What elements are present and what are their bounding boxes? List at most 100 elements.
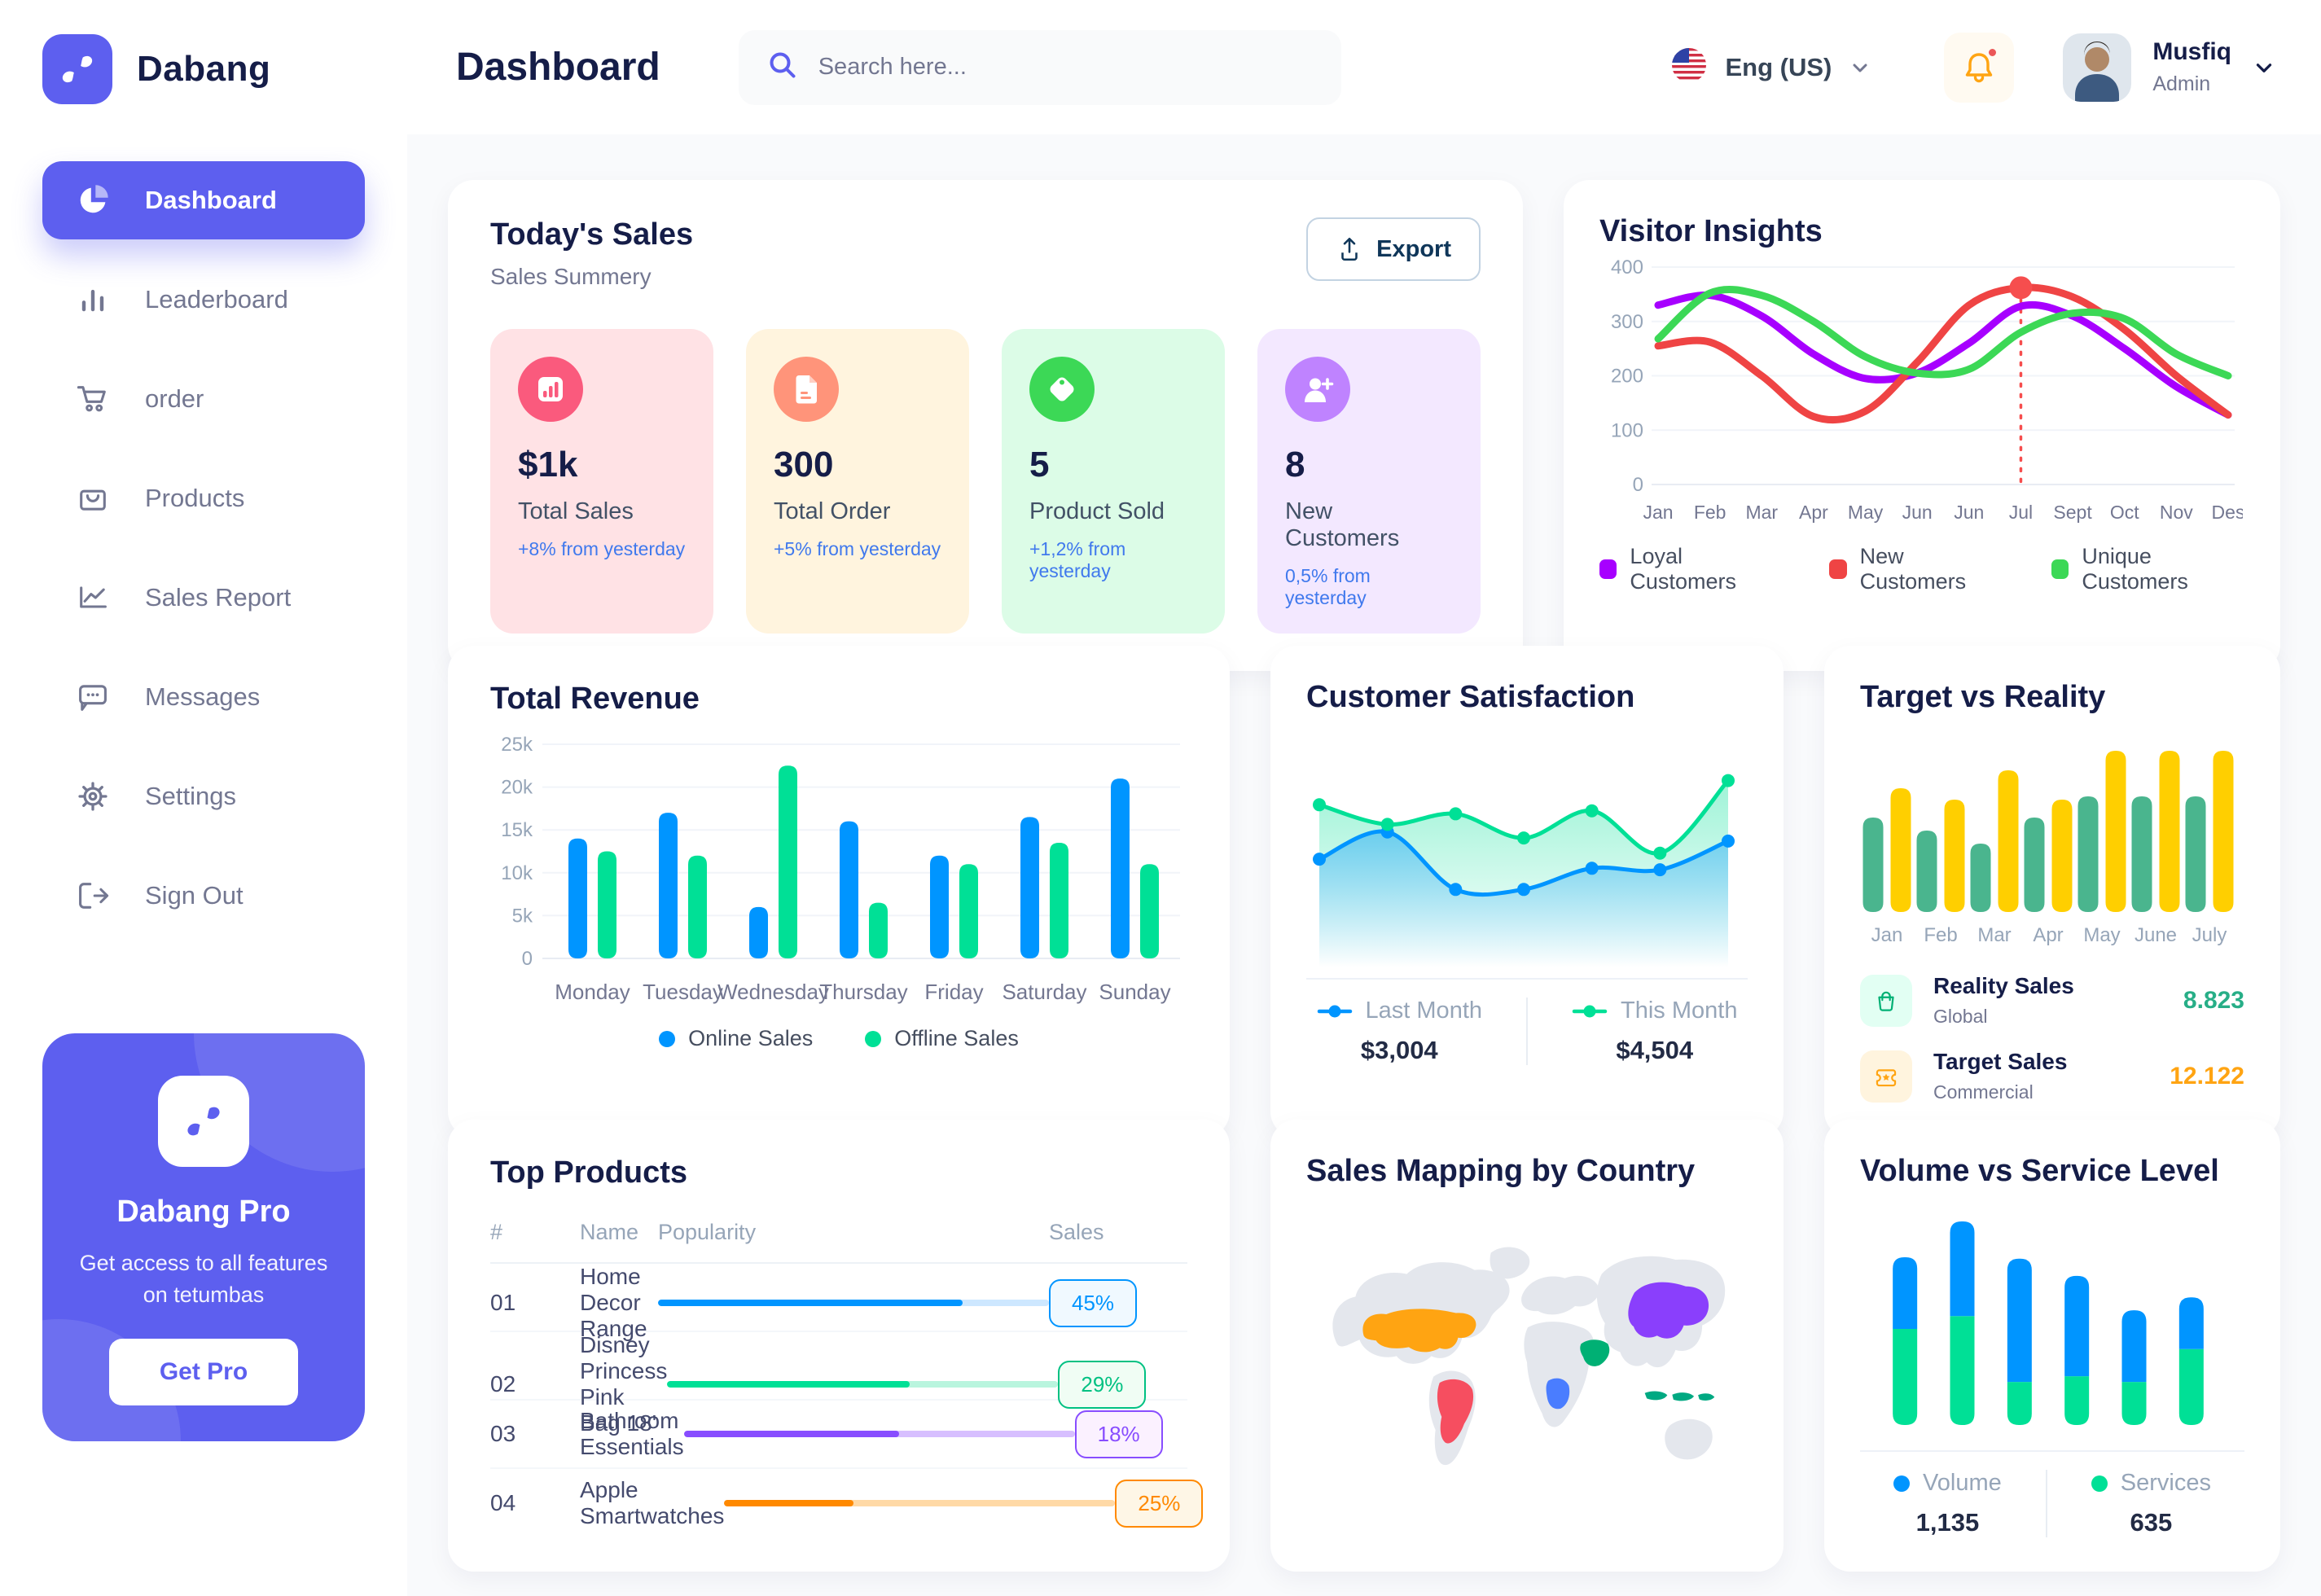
- pro-card: Dabang Pro Get access to all features on…: [42, 1033, 365, 1441]
- product-num: 03: [490, 1421, 516, 1446]
- legend-item-reality-sales: Reality Sales Global 8.823: [1860, 973, 2244, 1028]
- visitor-insights-panel: Visitor Insights 0 100 200 300 400 Jan Feb Mar A…: [1564, 180, 2280, 671]
- svg-text:Sept: Sept: [2053, 502, 2092, 523]
- sidebar-menu: Dashboard Leaderboard order Products Sales R…: [42, 161, 365, 935]
- divider: [1860, 1450, 2244, 1452]
- volume-service-title: Volume vs Service Level: [1860, 1154, 2219, 1188]
- table-row: 04 Apple Smartwatches 25%: [490, 1469, 1204, 1537]
- product-name: Apple Smartwatches: [580, 1477, 725, 1528]
- notifications-button[interactable]: [1944, 32, 2015, 103]
- todays-sales-subtitle: Sales Summery: [490, 264, 652, 289]
- customer-satisfaction-chart: [1306, 715, 1748, 971]
- legend-item: Last Month $3,004: [1317, 998, 1482, 1065]
- search-input[interactable]: [818, 54, 1314, 81]
- sidebar-item-order[interactable]: order: [42, 360, 365, 438]
- user-plus-icon: [1285, 357, 1350, 422]
- legend-item: Services 635: [2091, 1470, 2211, 1537]
- user-role: Admin: [2152, 72, 2211, 95]
- product-name: Bathroom Essentials: [580, 1408, 684, 1459]
- user-menu[interactable]: Musfiq Admin: [2063, 33, 2275, 102]
- notification-badge: [1985, 45, 2000, 59]
- sales-badge: 29%: [1058, 1360, 1147, 1409]
- stat-delta: 0,5% from yesterday: [1285, 565, 1371, 608]
- export-button[interactable]: Export: [1306, 217, 1481, 281]
- get-pro-button[interactable]: Get Pro: [108, 1339, 299, 1405]
- legend-item: New Customers: [1829, 544, 1999, 594]
- header: Dashboard Eng (US) Musfiq Admin: [407, 0, 2321, 134]
- todays-sales-title: Today's Sales: [490, 217, 694, 252]
- top-products-rows: 01 Home Decor Range 45% 02 Disney Princes…: [490, 1264, 1204, 1537]
- sidebar-item-messages[interactable]: Messages: [42, 658, 365, 736]
- sidebar-item-sign-out[interactable]: Sign Out: [42, 857, 365, 935]
- svg-text:May: May: [2083, 924, 2120, 946]
- popularity-bar: [667, 1381, 1059, 1388]
- total-revenue-panel: Total Revenue 0 5k 10k 15k 20k 25k Monday Tuesd…: [448, 646, 1230, 1138]
- stat-delta: +1,2% from yesterday: [1029, 538, 1126, 581]
- stat-label: New Customers: [1285, 498, 1400, 551]
- bell-icon: [1966, 52, 1993, 82]
- search-bar[interactable]: [738, 29, 1341, 105]
- top-products-title: Top Products: [490, 1155, 688, 1190]
- svg-text:200: 200: [1611, 366, 1643, 388]
- country-united-states: [1362, 1309, 1476, 1353]
- sidebar-item-dashboard[interactable]: Dashboard: [42, 161, 365, 239]
- country-brazil: [1437, 1379, 1474, 1444]
- visitor-insights-title: Visitor Insights: [1599, 214, 1823, 248]
- legend-item: Volume 1,135: [1893, 1470, 2002, 1537]
- brand-logo-icon: [42, 34, 112, 104]
- stat-delta: +5% from yesterday: [774, 538, 941, 559]
- chat-icon: [75, 679, 111, 715]
- search-icon: [766, 49, 799, 86]
- customer-satisfaction-legend: Last Month $3,004 This Month $4,504: [1306, 998, 1748, 1065]
- top-products-header: # Name Popularity Sales: [490, 1202, 1187, 1264]
- avatar: [2063, 33, 2132, 102]
- svg-text:Sunday: Sunday: [1099, 980, 1170, 1004]
- sidebar-item-sales-report[interactable]: Sales Report: [42, 559, 365, 637]
- svg-text:100: 100: [1611, 419, 1643, 441]
- svg-text:Wednesday: Wednesday: [717, 980, 829, 1004]
- language-selector[interactable]: Eng (US): [1671, 47, 1871, 87]
- tag-icon: [1029, 357, 1095, 422]
- customer-satisfaction-panel: Customer Satisfaction Last Month $3,004 …: [1270, 646, 1784, 1138]
- svg-text:20k: 20k: [501, 777, 533, 799]
- volume-service-chart: [1860, 1189, 2244, 1444]
- brand: Dabang: [42, 34, 365, 104]
- table-row: 01 Home Decor Range 45%: [490, 1264, 1187, 1341]
- stat-card-total-sales: $1k Total Sales +8% from yesterday: [490, 329, 713, 634]
- pro-card-title: Dabang Pro: [116, 1194, 291, 1229]
- svg-text:June: June: [2135, 924, 2177, 946]
- country-indonesia: [1644, 1391, 1715, 1401]
- country-saudi-arabia: [1580, 1340, 1610, 1366]
- sidebar-item-settings[interactable]: Settings: [42, 757, 365, 835]
- popularity-bar: [683, 1431, 1075, 1437]
- legend-item: Loyal Customers: [1599, 544, 1777, 594]
- svg-text:Jan: Jan: [1871, 924, 1903, 946]
- svg-text:July: July: [2192, 924, 2227, 946]
- stat-value: 300: [774, 445, 834, 484]
- svg-text:Saturday: Saturday: [1002, 980, 1086, 1004]
- sidebar-item-leaderboard[interactable]: Leaderboard: [42, 261, 365, 339]
- product-num: 01: [490, 1290, 516, 1315]
- sales-badge: 45%: [1049, 1278, 1138, 1327]
- table-row: 03 Bathroom Essentials 18%: [490, 1401, 1187, 1469]
- gear-icon: [75, 778, 111, 814]
- sales-badge: 25%: [1115, 1479, 1204, 1528]
- legend-item: This Month $4,504: [1572, 998, 1737, 1065]
- sign-out-icon: [75, 878, 111, 914]
- svg-text:Des: Des: [2212, 502, 2243, 523]
- target-vs-reality-panel: Target vs Reality Jan Feb Mar Apr May June Jul…: [1824, 646, 2280, 1138]
- language-label: Eng (US): [1725, 52, 1832, 81]
- stat-label: Total Sales: [518, 498, 634, 524]
- page-title: Dashboard: [456, 46, 660, 89]
- sidebar-item-products[interactable]: Products: [42, 459, 365, 537]
- svg-text:Mar: Mar: [1977, 924, 2011, 946]
- user-name: Musfiq: [2152, 38, 2231, 65]
- legend-item-target-sales: Target Sales Commercial 12.122: [1860, 1049, 2244, 1103]
- target-vs-reality-chart: Jan Feb Mar Apr May June July: [1860, 715, 2244, 952]
- stat-card-total-order: 300 Total Order +5% from yesterday: [746, 329, 969, 634]
- svg-text:Monday: Monday: [555, 980, 630, 1004]
- svg-text:Apr: Apr: [2033, 924, 2063, 946]
- divider: [1306, 978, 1748, 980]
- stat-label: Total Order: [774, 498, 891, 524]
- svg-text:Apr: Apr: [1799, 502, 1828, 523]
